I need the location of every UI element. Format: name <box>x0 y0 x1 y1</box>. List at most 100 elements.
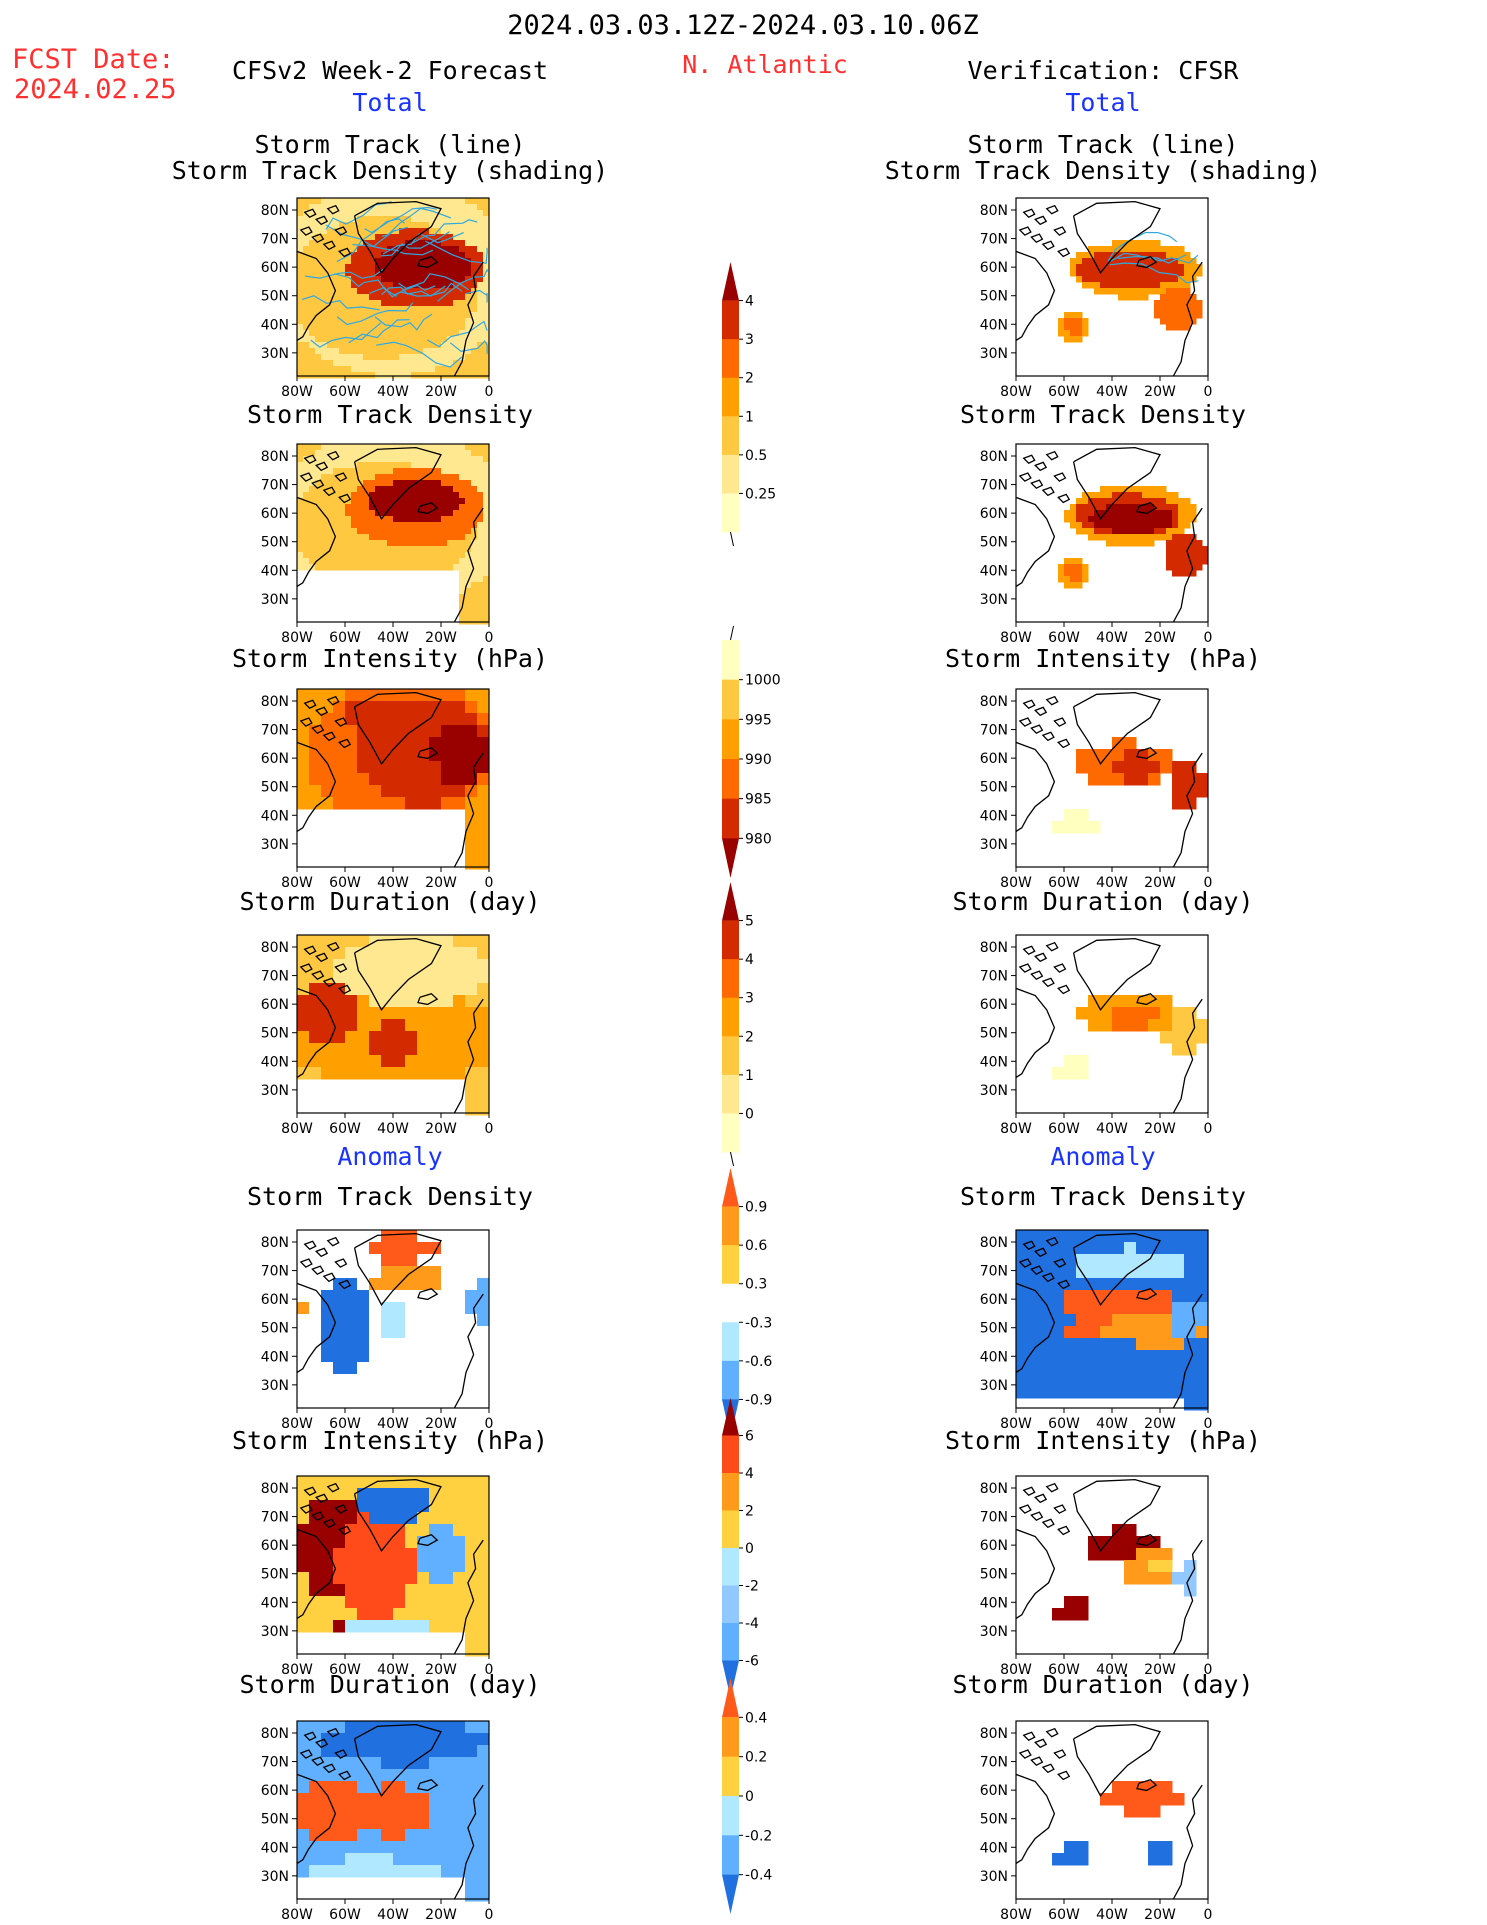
arctic-island <box>299 1749 313 1759</box>
field-cell <box>321 258 328 265</box>
field-cell <box>1172 318 1179 325</box>
field-cell <box>381 761 394 774</box>
field-cell <box>1178 558 1185 565</box>
field-cell <box>423 540 430 547</box>
field-cell <box>453 1536 466 1549</box>
field-cell <box>1136 1548 1149 1561</box>
arctic-island <box>326 1482 340 1493</box>
field-cell <box>459 576 466 583</box>
field-cell <box>357 1536 370 1549</box>
field-cell <box>381 1043 394 1056</box>
field-cell <box>1076 252 1083 259</box>
field-cell <box>393 1055 406 1068</box>
field-cell <box>1184 252 1191 259</box>
field-cell <box>339 294 346 301</box>
field-cell <box>471 198 478 205</box>
field-cell <box>297 1733 310 1746</box>
field-cell <box>357 1242 370 1255</box>
field-cell <box>417 366 424 373</box>
field-cell <box>1112 516 1119 523</box>
field-cell <box>405 294 412 301</box>
field-cell <box>1106 252 1113 259</box>
field-cell <box>453 456 460 463</box>
field-cell <box>303 270 310 277</box>
field-cell <box>381 210 388 217</box>
field-cell <box>423 468 430 475</box>
field-cell <box>471 588 478 595</box>
field-cell <box>411 330 418 337</box>
iceland-coast <box>1136 746 1158 760</box>
storm-track-line <box>380 231 451 257</box>
field-cell <box>483 372 490 379</box>
field-cell <box>1112 264 1119 271</box>
field-cell <box>1136 528 1143 535</box>
field-cell <box>459 606 466 613</box>
field-cell <box>1136 282 1143 289</box>
colorbar-label: 0.25 <box>745 486 776 502</box>
field-cell <box>1178 282 1185 289</box>
field-cell <box>477 1103 490 1116</box>
field-cell <box>345 462 352 469</box>
forecast-anomaly-label: Anomaly <box>337 1142 443 1171</box>
field-cell <box>363 252 370 259</box>
field-cell <box>1190 258 1197 265</box>
field-cell <box>441 1242 454 1255</box>
field-cell <box>309 1302 322 1315</box>
field-cell <box>459 366 466 373</box>
field-cell <box>477 198 484 205</box>
field-cell <box>321 1314 334 1327</box>
field-cell <box>1076 749 1089 762</box>
field-cell <box>429 234 436 241</box>
field-cell <box>405 234 412 241</box>
field-cell <box>441 228 448 235</box>
fcst-date-value: 2024.02.25 <box>14 74 177 105</box>
arctic-island <box>1045 941 1059 952</box>
field-cell <box>393 210 400 217</box>
field-cell <box>351 486 358 493</box>
field-cell <box>471 534 478 541</box>
field-cell <box>303 294 310 301</box>
field-cell <box>1076 1067 1089 1080</box>
field-cell <box>477 558 484 565</box>
arctic-island <box>1022 1240 1036 1251</box>
field-cell <box>1112 1266 1125 1279</box>
field-cell <box>435 318 442 325</box>
field-cell <box>441 947 454 960</box>
field-cell <box>423 564 430 571</box>
field-cell <box>429 210 436 217</box>
field-cell <box>309 444 316 451</box>
field-cell <box>321 1043 334 1056</box>
field-cell <box>1160 300 1167 307</box>
field-cell <box>1172 1266 1185 1279</box>
field-cell <box>381 785 394 798</box>
field-cell <box>333 773 346 786</box>
field-cell <box>315 354 322 361</box>
field-cell <box>1064 1386 1077 1399</box>
colorbar-label: 1 <box>745 409 754 425</box>
field-cell <box>1124 1386 1137 1399</box>
field-cell <box>429 1500 442 1513</box>
field-cell <box>381 935 394 948</box>
field-cell <box>429 342 436 349</box>
field-cell <box>435 558 442 565</box>
field-cell <box>381 1817 394 1830</box>
arctic-island <box>311 1511 325 1521</box>
field-cell <box>459 240 466 247</box>
field-cell <box>441 294 448 301</box>
field-cell <box>441 1488 454 1501</box>
field-cell <box>423 240 430 247</box>
field-cell <box>1082 564 1089 571</box>
field-cell <box>393 486 400 493</box>
field-cell <box>321 528 328 535</box>
iceland-coast <box>417 1533 439 1547</box>
field-cell <box>441 1793 454 1806</box>
field-cell <box>297 456 304 463</box>
field-cell <box>345 1290 358 1303</box>
field-cell <box>369 288 376 295</box>
lon-tick-label: 40W <box>377 1907 409 1923</box>
field-cell <box>1160 1781 1173 1794</box>
field-cell <box>1070 312 1077 319</box>
field-cell <box>465 198 472 205</box>
field-cell <box>477 552 484 559</box>
field-cell <box>1172 1362 1185 1375</box>
